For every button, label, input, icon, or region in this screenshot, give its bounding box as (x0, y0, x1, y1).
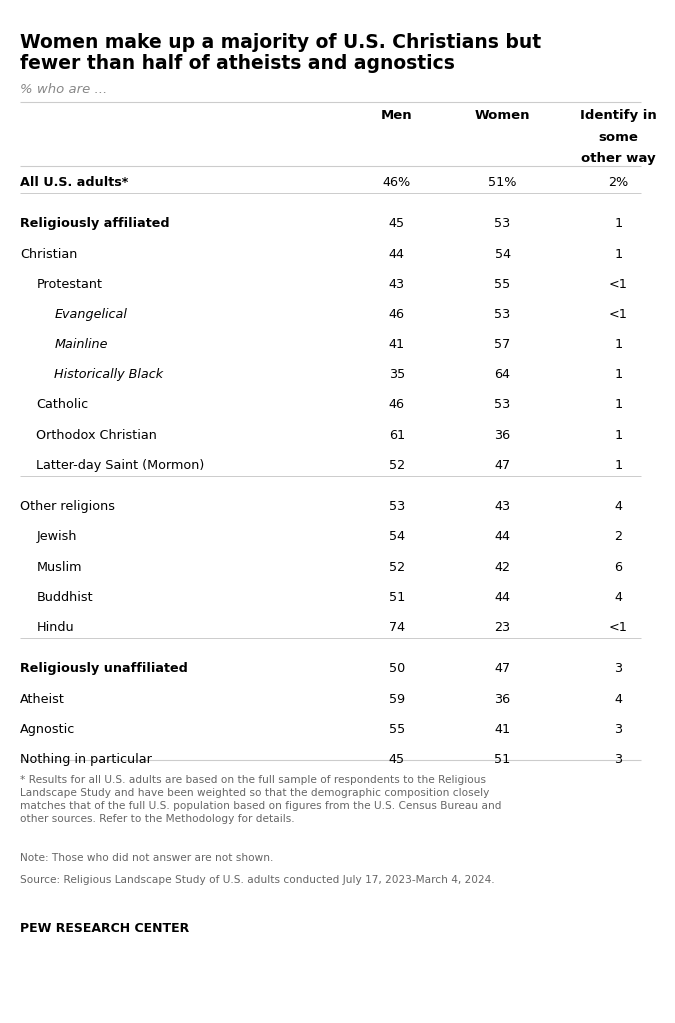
Text: 35: 35 (389, 368, 405, 382)
Text: 4: 4 (614, 693, 622, 706)
Text: 51%: 51% (488, 176, 517, 189)
Text: 74: 74 (389, 621, 405, 634)
Text: 53: 53 (495, 398, 511, 411)
Text: 1: 1 (614, 248, 622, 261)
Text: Muslim: Muslim (36, 561, 82, 574)
Text: 59: 59 (389, 693, 405, 706)
Text: 57: 57 (495, 338, 511, 351)
Text: Nothing in particular: Nothing in particular (20, 753, 152, 766)
Text: 45: 45 (389, 218, 405, 230)
Text: <1: <1 (609, 277, 628, 291)
Text: Mainline: Mainline (54, 338, 108, 351)
Text: 3: 3 (614, 662, 622, 675)
Text: 44: 44 (495, 530, 510, 543)
Text: Latter-day Saint (Mormon): Latter-day Saint (Mormon) (36, 458, 205, 472)
Text: 55: 55 (495, 277, 511, 291)
Text: Evangelical: Evangelical (54, 308, 127, 321)
Text: 44: 44 (389, 248, 405, 261)
Text: Jewish: Jewish (36, 530, 77, 543)
Text: Orthodox Christian: Orthodox Christian (36, 429, 157, 442)
Text: 41: 41 (495, 722, 511, 736)
Text: Other religions: Other religions (20, 500, 115, 514)
Text: 46: 46 (389, 398, 405, 411)
Text: 1: 1 (614, 218, 622, 230)
Text: Historically Black: Historically Black (54, 368, 163, 382)
Text: Hindu: Hindu (36, 621, 74, 634)
Text: Note: Those who did not answer are not shown.: Note: Those who did not answer are not s… (20, 852, 273, 862)
Text: 64: 64 (495, 368, 510, 382)
Text: 4: 4 (614, 590, 622, 604)
Text: 52: 52 (389, 458, 405, 472)
Text: Identify in: Identify in (580, 109, 657, 123)
Text: Agnostic: Agnostic (20, 722, 75, 736)
Text: 51: 51 (495, 753, 511, 766)
Text: * Results for all U.S. adults are based on the full sample of respondents to the: * Results for all U.S. adults are based … (20, 774, 502, 825)
Text: <1: <1 (609, 621, 628, 634)
Text: fewer than half of atheists and agnostics: fewer than half of atheists and agnostic… (20, 54, 455, 74)
Text: Buddhist: Buddhist (36, 590, 93, 604)
Text: 41: 41 (389, 338, 405, 351)
Text: Men: Men (381, 109, 412, 123)
Text: 1: 1 (614, 338, 622, 351)
Text: 52: 52 (389, 561, 405, 574)
Text: 1: 1 (614, 398, 622, 411)
Text: 46%: 46% (383, 176, 411, 189)
Text: 1: 1 (614, 368, 622, 382)
Text: 3: 3 (614, 722, 622, 736)
Text: 55: 55 (389, 722, 405, 736)
Text: Religiously affiliated: Religiously affiliated (20, 218, 169, 230)
Text: some: some (598, 131, 639, 144)
Text: 3: 3 (614, 753, 622, 766)
Text: Women: Women (475, 109, 531, 123)
Text: % who are ...: % who are ... (20, 83, 107, 96)
Text: Atheist: Atheist (20, 693, 65, 706)
Text: 43: 43 (495, 500, 511, 514)
Text: 51: 51 (389, 590, 405, 604)
Text: 53: 53 (495, 308, 511, 321)
Text: 61: 61 (389, 429, 405, 442)
Text: <1: <1 (609, 308, 628, 321)
Text: 36: 36 (495, 693, 511, 706)
Text: 42: 42 (495, 561, 510, 574)
Text: Protestant: Protestant (36, 277, 103, 291)
Text: 44: 44 (495, 590, 510, 604)
Text: 36: 36 (495, 429, 511, 442)
Text: 2: 2 (614, 530, 622, 543)
Text: 47: 47 (495, 458, 511, 472)
Text: Source: Religious Landscape Study of U.S. adults conducted July 17, 2023-March 4: Source: Religious Landscape Study of U.S… (20, 875, 495, 885)
Text: 54: 54 (495, 248, 511, 261)
Text: Christian: Christian (20, 248, 77, 261)
Text: 50: 50 (389, 662, 405, 675)
Text: PEW RESEARCH CENTER: PEW RESEARCH CENTER (20, 922, 189, 935)
Text: 1: 1 (614, 429, 622, 442)
Text: 2%: 2% (608, 176, 628, 189)
Text: 4: 4 (614, 500, 622, 514)
Text: Women make up a majority of U.S. Christians but: Women make up a majority of U.S. Christi… (20, 33, 541, 52)
Text: 43: 43 (389, 277, 405, 291)
Text: 53: 53 (495, 218, 511, 230)
Text: 47: 47 (495, 662, 511, 675)
Text: other way: other way (581, 152, 655, 166)
Text: 53: 53 (389, 500, 405, 514)
Text: 46: 46 (389, 308, 405, 321)
Text: 54: 54 (389, 530, 405, 543)
Text: Catholic: Catholic (36, 398, 88, 411)
Text: 45: 45 (389, 753, 405, 766)
Text: 6: 6 (614, 561, 622, 574)
Text: Religiously unaffiliated: Religiously unaffiliated (20, 662, 188, 675)
Text: All U.S. adults*: All U.S. adults* (20, 176, 128, 189)
Text: 1: 1 (614, 458, 622, 472)
Text: 23: 23 (495, 621, 511, 634)
